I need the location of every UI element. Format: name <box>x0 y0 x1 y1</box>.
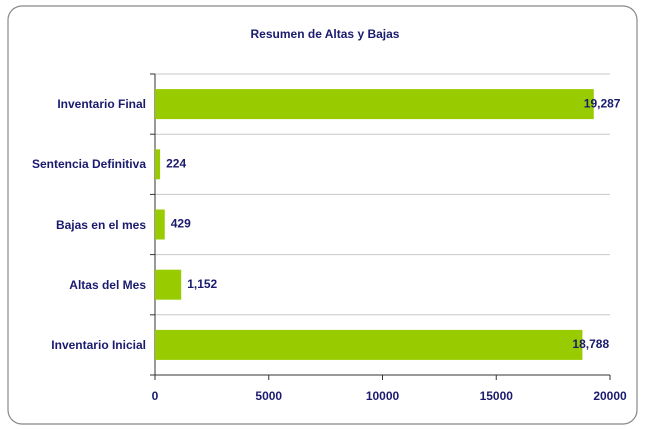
y-tick-label: Inventario Inicial <box>51 337 146 352</box>
data-label: 224 <box>166 156 186 170</box>
y-tick-label-box: Altas del Mes <box>0 260 146 310</box>
bar <box>155 329 583 360</box>
y-tick-label: Inventario Final <box>57 97 146 112</box>
x-tick-label: 5000 <box>255 389 282 403</box>
x-tick-label: 15000 <box>480 389 514 403</box>
data-label: 19,287 <box>584 96 621 110</box>
y-tick-label-box: Inventario Final <box>0 79 146 129</box>
y-tick-label: Bajas en el mes <box>55 217 146 232</box>
bar <box>155 149 161 180</box>
y-tick-label: Altas del Mes <box>69 277 146 292</box>
data-label: 1,152 <box>187 277 217 291</box>
y-tick-label-box: Bajas en el mes <box>0 200 146 250</box>
bar <box>155 209 165 240</box>
data-label: 429 <box>171 217 191 231</box>
y-tick-label-box: Sentencia Definitiva <box>0 139 146 189</box>
chart-title: Resumen de Altas y Bajas <box>251 27 400 41</box>
bar <box>155 89 594 120</box>
x-tick-label: 0 <box>152 389 159 403</box>
y-tick-label: Sentencia Definitiva <box>31 157 146 172</box>
data-label: 18,788 <box>572 337 609 351</box>
bar <box>155 269 182 300</box>
y-tick-label-box: Inventario Inicial <box>0 320 146 370</box>
x-tick-label: 10000 <box>366 389 400 403</box>
x-tick-label: 20000 <box>593 389 627 403</box>
